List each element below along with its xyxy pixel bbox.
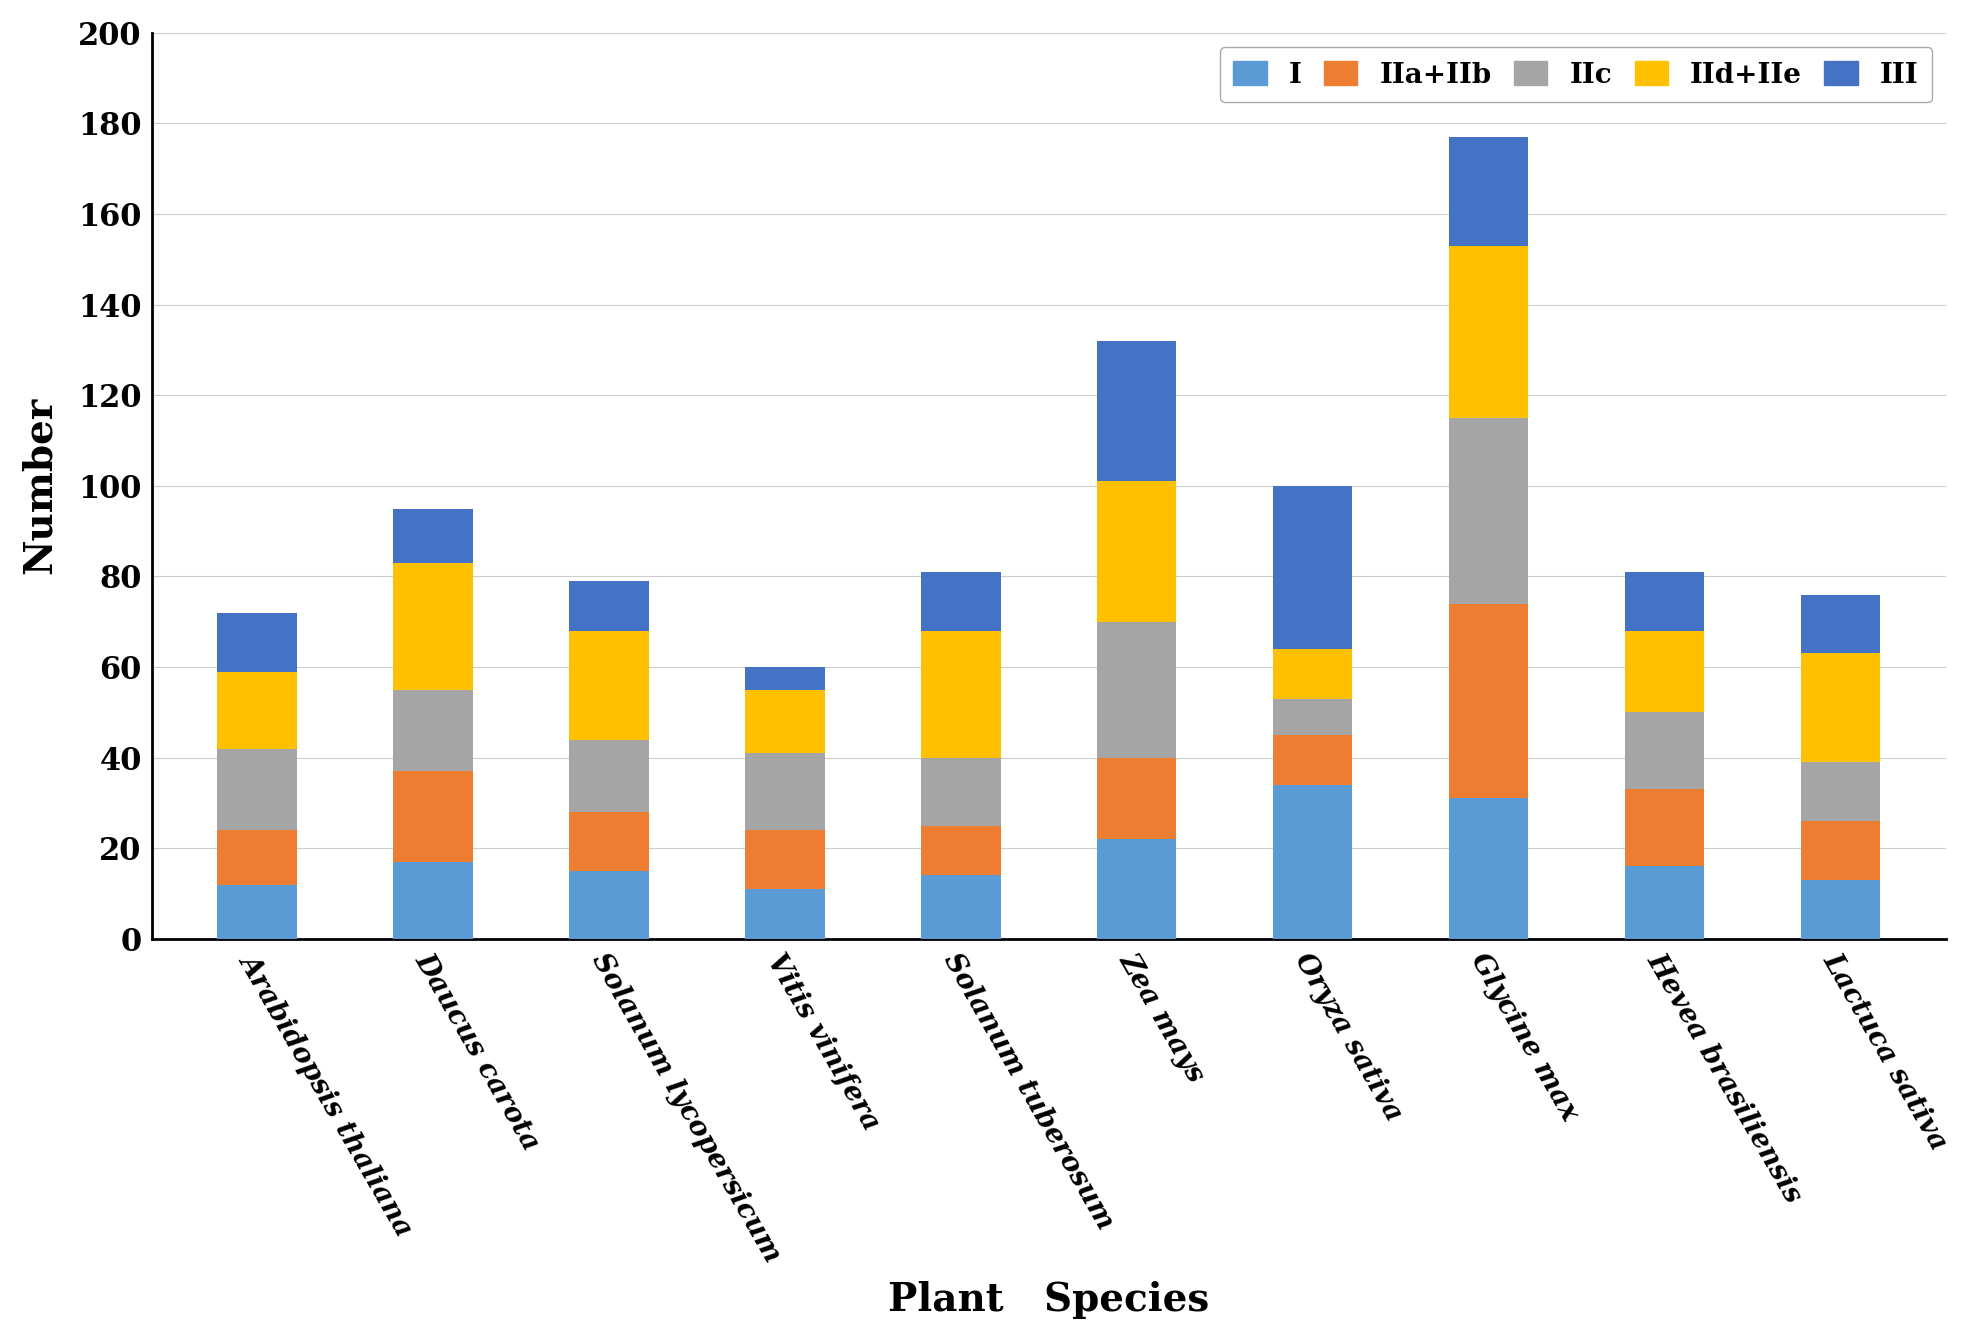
Bar — [569, 871, 648, 939]
Bar — [569, 740, 648, 812]
Bar — [217, 884, 296, 939]
Bar — [746, 753, 825, 831]
Bar — [217, 749, 296, 831]
Bar — [920, 825, 1000, 875]
Bar — [1449, 245, 1529, 418]
Bar — [920, 757, 1000, 825]
X-axis label: Plant   Species: Plant Species — [889, 1281, 1209, 1319]
Bar — [1801, 762, 1881, 821]
Bar — [1097, 340, 1177, 481]
Bar — [1272, 785, 1352, 939]
Bar — [1624, 867, 1704, 939]
Bar — [217, 612, 296, 671]
Bar — [1624, 713, 1704, 789]
Bar — [1801, 880, 1881, 939]
Bar — [1097, 481, 1177, 622]
Bar — [1624, 631, 1704, 713]
Bar — [1624, 572, 1704, 631]
Bar — [746, 831, 825, 888]
Bar — [1449, 799, 1529, 939]
Bar — [394, 862, 473, 939]
Bar — [746, 888, 825, 939]
Bar — [1624, 789, 1704, 867]
Bar — [1097, 839, 1177, 939]
Bar — [1272, 486, 1352, 649]
Bar — [394, 563, 473, 690]
Bar — [1449, 418, 1529, 603]
Legend: I, IIa+IIb, IIc, IId+IIe, III: I, IIa+IIb, IIc, IId+IIe, III — [1219, 47, 1932, 102]
Bar — [1272, 736, 1352, 785]
Bar — [569, 582, 648, 631]
Y-axis label: Number: Number — [20, 397, 60, 575]
Bar — [1801, 654, 1881, 762]
Bar — [1801, 821, 1881, 880]
Bar — [569, 631, 648, 740]
Bar — [1097, 622, 1177, 757]
Bar — [1801, 595, 1881, 654]
Bar — [1449, 137, 1529, 245]
Bar — [746, 690, 825, 753]
Bar — [920, 875, 1000, 939]
Bar — [1097, 757, 1177, 839]
Bar — [1272, 698, 1352, 736]
Bar — [1272, 649, 1352, 698]
Bar — [394, 772, 473, 862]
Bar — [394, 508, 473, 563]
Bar — [394, 690, 473, 772]
Bar — [920, 631, 1000, 757]
Bar — [217, 671, 296, 749]
Bar — [217, 831, 296, 884]
Bar — [1449, 603, 1529, 799]
Bar — [746, 667, 825, 690]
Bar — [920, 572, 1000, 631]
Bar — [569, 812, 648, 871]
